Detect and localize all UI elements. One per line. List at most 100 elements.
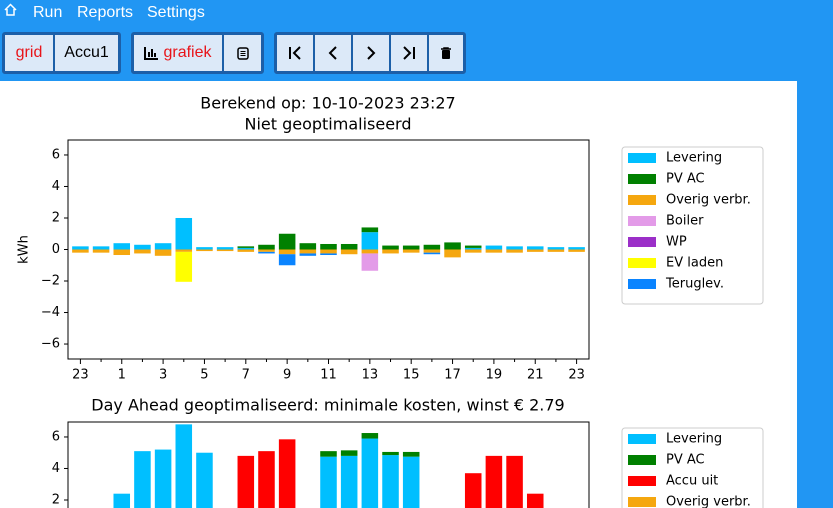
bar: [134, 451, 151, 508]
bar: [134, 249, 151, 254]
y-tick-label: 6: [52, 429, 60, 444]
bar: [340, 450, 358, 456]
x-tick-label: 23: [72, 368, 89, 383]
y-tick-label: 0: [52, 242, 60, 257]
legend-label: Teruglev.: [665, 277, 724, 292]
bar: [237, 249, 255, 252]
bar: [464, 249, 482, 253]
legend-swatch: [628, 455, 656, 465]
bar: [464, 245, 482, 248]
last-button[interactable]: [390, 34, 428, 72]
x-tick-label: 5: [200, 368, 208, 383]
legend-swatch: [628, 258, 656, 268]
legend-swatch: [628, 237, 656, 247]
bar: [154, 249, 172, 256]
x-tick-label: 1: [118, 368, 126, 383]
bar: [485, 455, 503, 508]
bar: [340, 243, 358, 250]
bar: [361, 227, 379, 233]
x-tick-label: 3: [159, 368, 167, 383]
bar: [196, 247, 213, 250]
menu-item[interactable]: Reports: [77, 4, 134, 21]
list-button[interactable]: [223, 34, 262, 72]
bar: [237, 455, 255, 508]
chart-title: Day Ahead geoptimaliseerd: minimale kost…: [91, 396, 564, 415]
chart-title: Berekend op: 10-10-2023 23:27: [200, 94, 455, 113]
bar: [464, 473, 482, 508]
bar: [72, 246, 89, 250]
x-tick-label: 19: [486, 368, 503, 383]
content: Berekend op: 10-10-2023 23:27 Niet geopti…: [0, 81, 797, 508]
bar: [526, 493, 544, 508]
chart-button[interactable]: grafiek: [133, 34, 223, 72]
bar: [237, 246, 255, 248]
list-icon: [236, 46, 249, 60]
legend-swatch: [628, 153, 656, 163]
x-tick-label: 13: [362, 368, 379, 383]
y-tick-label: 4: [52, 179, 60, 194]
x-tick-label: 15: [403, 368, 420, 383]
bar: [278, 439, 296, 508]
bar: [113, 493, 131, 508]
home-icon[interactable]: [4, 3, 17, 16]
legend-label: Accu uit: [666, 474, 718, 489]
bar: [382, 451, 399, 456]
menu-item[interactable]: Settings: [147, 4, 205, 21]
bar: [258, 249, 275, 252]
bar: [134, 244, 151, 250]
bar: [547, 247, 565, 250]
legend-box: [621, 427, 764, 508]
legend-label: Boiler: [666, 214, 704, 229]
y-tick-label: −2: [41, 274, 60, 289]
delete-button[interactable]: [428, 34, 464, 72]
bar: [526, 246, 544, 250]
first-button[interactable]: [276, 34, 314, 72]
legend-swatch: [628, 174, 656, 184]
last-icon: [403, 46, 415, 60]
bar: [464, 247, 482, 250]
prev-button[interactable]: [314, 34, 352, 72]
bar: [320, 456, 337, 508]
bar: [423, 244, 441, 250]
x-tick-label: 17: [444, 368, 461, 383]
bar: [547, 249, 565, 252]
bar: [382, 245, 399, 250]
bar: [320, 253, 337, 256]
legend-label: Overig verbr.: [666, 193, 751, 208]
bar: [361, 249, 379, 254]
y-tick-label: 6: [52, 147, 60, 162]
legend-swatch: [628, 195, 656, 205]
bar: [568, 247, 585, 250]
button-group: [274, 32, 466, 74]
bar: [278, 249, 296, 255]
chart: Berekend op: 10-10-2023 23:27 Niet geopti…: [17, 94, 764, 383]
chart-icon: [144, 46, 159, 60]
bar: [154, 243, 172, 250]
x-tick-label: 11: [320, 368, 337, 383]
bar: [92, 246, 110, 250]
bar: [320, 249, 337, 254]
bar: [258, 244, 275, 250]
next-icon: [367, 46, 376, 60]
next-button[interactable]: [352, 34, 390, 72]
bar: [506, 246, 523, 250]
bar: [340, 455, 358, 508]
legend-box: [621, 146, 764, 305]
y-tick-label: −4: [41, 305, 60, 320]
bar: [196, 249, 213, 252]
plot-frame: [67, 139, 590, 360]
bar: [526, 249, 544, 252]
legend-swatch: [628, 279, 656, 289]
bar: [402, 451, 420, 457]
grid-button[interactable]: grid: [4, 34, 54, 72]
bar: [175, 251, 193, 282]
bar: [423, 249, 441, 253]
bar: [340, 249, 358, 255]
y-axis-label: kWh: [17, 235, 32, 264]
legend-label: Levering: [666, 432, 722, 447]
battery-button[interactable]: Accu1: [54, 34, 119, 72]
bar: [299, 249, 317, 254]
menu-item[interactable]: Run: [33, 4, 63, 21]
menu-bar: Run Reports Settings: [0, 0, 833, 26]
button-group: grid Accu1: [2, 32, 121, 74]
